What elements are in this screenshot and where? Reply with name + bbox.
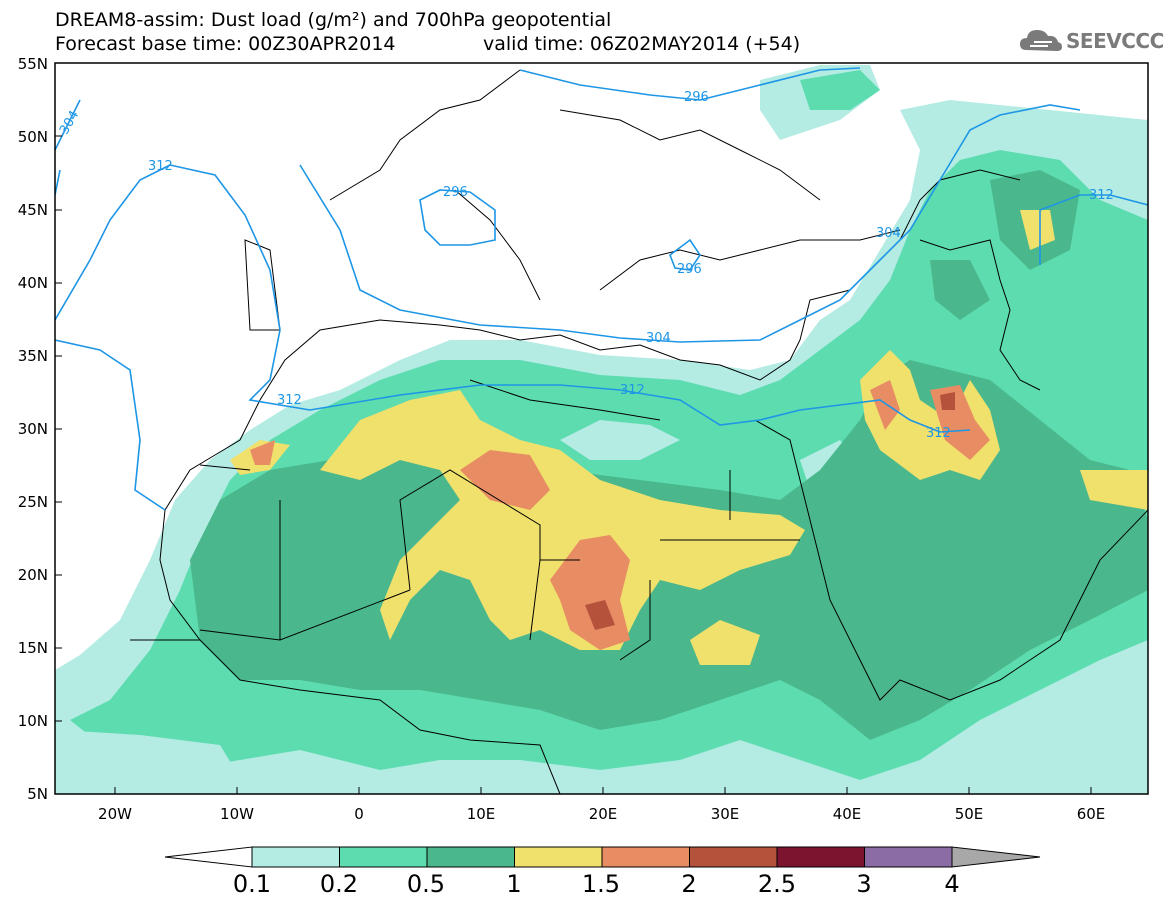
lat-label: 35N: [17, 347, 48, 365]
lat-label: 15N: [17, 639, 48, 657]
lat-label: 45N: [17, 201, 48, 219]
forecast-base-time: Forecast base time: 00Z30APR2014: [55, 33, 396, 55]
lon-label: 0: [354, 805, 364, 823]
contour-label: 296: [443, 185, 468, 200]
lat-label: 10N: [17, 712, 48, 730]
legend-tick-label: 2: [681, 870, 697, 898]
lon-label: 20E: [588, 805, 618, 823]
contour-label: 312: [277, 393, 302, 408]
lat-label: 30N: [17, 420, 48, 438]
map-title: DREAM8-assim: Dust load (g/m²) and 700hP…: [55, 9, 612, 31]
axis-ticks: [55, 62, 1092, 794]
cloud-logo-icon: [1020, 30, 1062, 51]
legend-tick-label: 0.2: [319, 870, 359, 898]
lon-label: 10W: [220, 805, 254, 823]
lon-label: 50E: [954, 805, 984, 823]
lat-label: 20N: [17, 566, 48, 584]
lon-label: 20W: [98, 805, 132, 823]
logo-text: SEEVCCC: [1066, 29, 1164, 53]
lon-label: 10E: [466, 805, 496, 823]
geopotential-contours: [55, 67, 1148, 511]
lat-label: 50N: [17, 128, 48, 146]
valid-time: valid time: 06Z02MAY2014 (+54): [483, 33, 801, 55]
contour-label: 304: [876, 226, 901, 241]
lat-label: 25N: [17, 493, 48, 511]
legend-tick-label: 1: [506, 870, 522, 898]
legend-tick-label: 3: [856, 870, 872, 898]
contour-label: 312: [926, 426, 951, 441]
lat-label: 40N: [17, 274, 48, 292]
contour-label: 296: [677, 262, 702, 277]
contour-label: 312: [620, 383, 645, 398]
legend-tick-label: 1.5: [581, 870, 621, 898]
contour-label: 304: [646, 331, 671, 346]
legend-tick-label: 4: [944, 870, 960, 898]
dust-field: [55, 65, 1148, 794]
lon-label: 40E: [832, 805, 862, 823]
lat-label: 5N: [27, 785, 48, 803]
lon-label: 30E: [710, 805, 740, 823]
lon-label: 60E: [1076, 805, 1106, 823]
legend-tick-label: 2.5: [757, 870, 797, 898]
contour-label: 296: [684, 90, 709, 105]
lat-label: 55N: [17, 55, 48, 73]
legend-tick-label: 0.1: [232, 870, 272, 898]
contour-label: 312: [148, 159, 173, 174]
contour-label: 312: [1089, 188, 1114, 203]
legend-tick-label: 0.5: [406, 870, 446, 898]
